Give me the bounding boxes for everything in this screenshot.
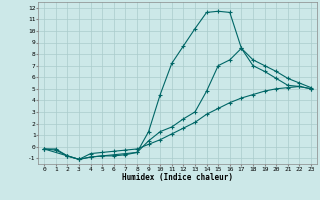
X-axis label: Humidex (Indice chaleur): Humidex (Indice chaleur) <box>122 173 233 182</box>
